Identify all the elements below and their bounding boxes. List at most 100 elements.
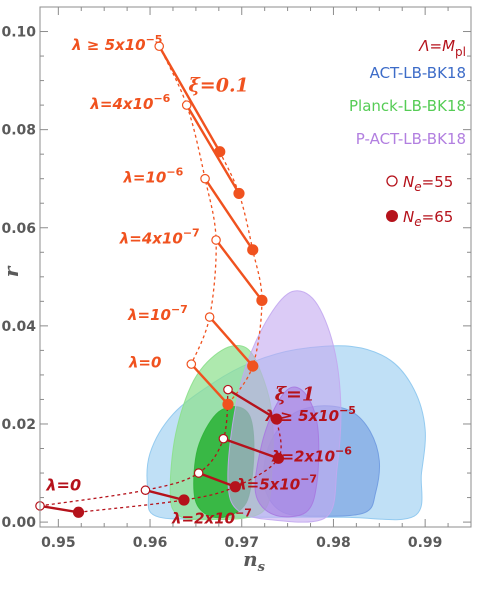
contours-layer — [146, 290, 426, 523]
lambda-label-text: λ ≥ 5x10 — [265, 407, 340, 425]
lambda-label-7: λ=0 — [128, 354, 162, 372]
legend-dataset-1: Planck-LB-BK18 — [349, 97, 466, 115]
point-xi-1-ne65-2 — [229, 481, 241, 493]
dashed-curve-xi-1-ne55 — [39, 389, 229, 507]
point-xi-1-ne65-4 — [270, 413, 283, 425]
legend-marker-prefix: N — [403, 173, 414, 191]
lambda-label-text: λ=0 — [128, 354, 162, 372]
segment-xi-0.1-3 — [215, 239, 263, 302]
point-xi-0.1-ne65-4 — [247, 360, 259, 372]
lambda-label-2: λ ≥ 5x10−5 — [71, 33, 162, 54]
lambda-label-9: λ=2x10−6 — [271, 444, 352, 465]
legend-marker-open — [386, 175, 398, 187]
lambda-label-text: λ ≥ 5x10 — [71, 36, 145, 54]
lambda-label-exponent: −6 — [153, 92, 170, 105]
lambda-label-5: λ=4x10−7 — [119, 226, 200, 247]
lambda-label-exponent: −5 — [146, 33, 163, 46]
x-axis-title: ns — [243, 547, 266, 575]
legend-header-base: Λ=M — [418, 37, 455, 55]
lambda-label-exponent: −7 — [183, 226, 200, 239]
point-xi-0.1-ne55-1 — [181, 100, 192, 110]
legend-header: Λ=Mpl — [418, 37, 466, 59]
legend-dataset-2: P-ACT-LB-BK18 — [356, 130, 466, 148]
xi-label-0: ξ=0.1 — [189, 74, 249, 96]
segment-xi-1-3 — [223, 437, 279, 460]
plot-frame — [39, 6, 472, 528]
lambda-label-12: λ=0 — [45, 476, 81, 495]
segment-xi-1-2 — [198, 471, 236, 488]
y-tick-label: 0.10 — [1, 25, 36, 41]
lambda-label-text: λ=5x10 — [236, 476, 300, 494]
point-xi-1-ne55-4 — [223, 384, 233, 395]
legend-marker-sub: e — [414, 215, 421, 229]
lambda-label-exponent: −6 — [166, 166, 183, 179]
point-xi-0.1-ne65-5 — [222, 398, 234, 410]
legend-marker-prefix: N — [403, 208, 414, 226]
lambda-label-8: λ ≥ 5x10−5 — [265, 404, 356, 425]
lambda-label-exponent: −7 — [235, 507, 252, 520]
segments-layer — [39, 45, 279, 514]
point-xi-1-ne55-3 — [218, 433, 229, 444]
annotations-layer: ξ=0.1ξ=1λ ≥ 5x10−5λ=4x10−6λ=10−6λ=4x10−7… — [45, 33, 356, 527]
point-xi-0.1-ne65-0 — [214, 146, 226, 158]
x-axis-title-base: n — [243, 547, 258, 571]
point-xi-0.1-ne65-3 — [256, 294, 268, 306]
markers-layer — [35, 41, 285, 518]
point-xi-0.1-ne55-4 — [204, 312, 215, 322]
lambda-label-text: λ=0 — [45, 476, 81, 495]
point-xi-1-ne55-2 — [193, 468, 204, 478]
lambda-label-text: λ=2x10 — [171, 510, 235, 528]
segment-xi-0.1-1 — [185, 104, 241, 195]
legend: Λ=Mpl ACT-LB-BK18 Planck-LB-BK18 P-ACT-LB-B… — [349, 37, 466, 229]
xi-label-1: ξ=1 — [275, 383, 315, 405]
lambda-label-4: λ=10−6 — [122, 166, 183, 187]
lambda-label-text: λ=4x10 — [89, 95, 153, 113]
lambda-label-text: λ=4x10 — [119, 229, 183, 247]
segment-xi-0.1-0 — [158, 45, 221, 153]
segment-xi-0.1-4 — [208, 316, 254, 367]
point-xi-1-ne65-0 — [72, 506, 85, 518]
axes-frame: 0.95 0.96 0.97 0.98 0.99 0.00 0.02 0.04 0.06 0.08… — [0, 6, 472, 575]
lambda-label-10: λ=5x10−7 — [236, 473, 317, 494]
segment-xi-0.1-2 — [204, 178, 254, 251]
legend-header-sub: pl — [455, 45, 466, 59]
legend-marker-label-1: Ne=65 — [403, 208, 453, 229]
lambda-label-exponent: −5 — [339, 404, 356, 417]
x-axis-title-sub: s — [258, 560, 266, 575]
segment-xi-1-0 — [39, 504, 79, 514]
y-axis-title: r — [0, 265, 23, 277]
y-tick-label: 0.08 — [1, 123, 36, 139]
x-tick-label: 0.99 — [408, 535, 443, 551]
lambda-label-6: λ=10−7 — [127, 303, 188, 324]
point-xi-1-ne65-3 — [272, 452, 285, 464]
point-xi-0.1-ne65-2 — [247, 244, 259, 256]
lambda-label-text: λ=10 — [127, 306, 171, 324]
x-tick-label: 0.98 — [316, 535, 351, 551]
lambda-label-exponent: −7 — [300, 473, 317, 486]
point-xi-1-ne65-1 — [178, 494, 190, 506]
legend-marker-suffix: =55 — [422, 173, 454, 191]
legend-marker-suffix: =65 — [422, 208, 454, 226]
point-xi-0.1-ne55-0 — [154, 41, 165, 52]
legend-marker-sub: e — [414, 180, 421, 194]
legend-marker-label-0: Ne=55 — [403, 173, 453, 194]
point-xi-0.1-ne65-1 — [233, 187, 245, 200]
lambda-label-3: λ=4x10−6 — [89, 92, 170, 113]
segment-xi-1-1 — [145, 489, 185, 502]
point-xi-1-ne55-1 — [140, 485, 151, 496]
lambda-label-exponent: −7 — [171, 303, 188, 316]
legend-dataset-0: ACT-LB-BK18 — [370, 64, 466, 82]
lambda-label-11: λ=2x10−7 — [171, 507, 252, 528]
point-xi-0.1-ne55-2 — [200, 173, 210, 184]
lambda-label-text: λ=10 — [122, 169, 166, 187]
y-tick-label: 0.06 — [1, 221, 36, 237]
y-tick-label: 0.04 — [1, 319, 36, 335]
lambda-label-exponent: −6 — [335, 444, 352, 457]
point-xi-0.1-ne55-5 — [186, 359, 197, 369]
y-tick-label: 0.00 — [1, 515, 36, 531]
x-tick-label: 0.97 — [224, 535, 259, 551]
segment-xi-0.1-5 — [190, 363, 229, 406]
x-tick-label: 0.96 — [133, 535, 168, 551]
lambda-label-text: λ=2x10 — [271, 447, 335, 465]
